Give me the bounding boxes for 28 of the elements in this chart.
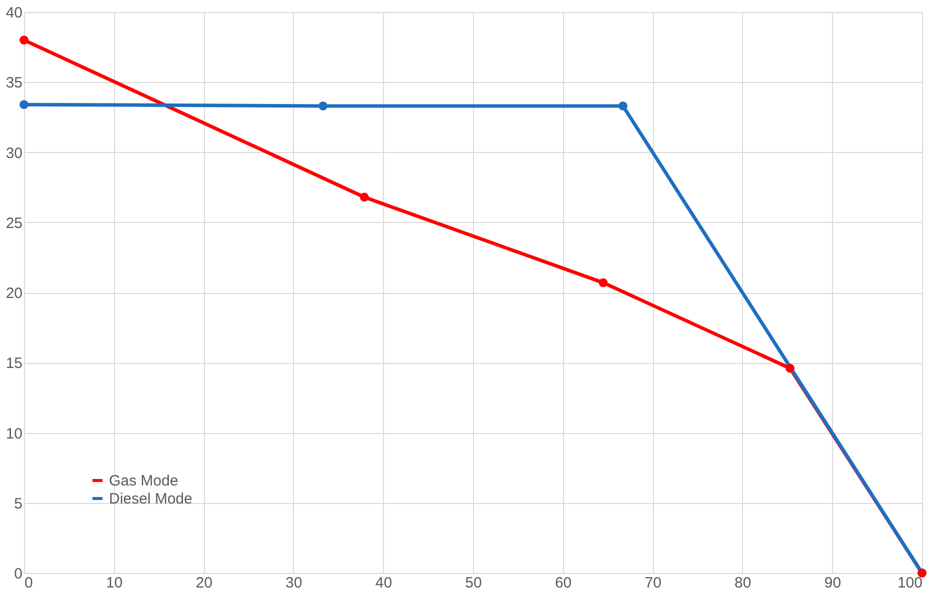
x-tick-label: 20	[196, 574, 212, 592]
y-tick-label: 10	[6, 425, 22, 442]
point	[20, 36, 28, 45]
x-tick-label: 10	[106, 574, 123, 592]
y-tick-label: 40	[6, 4, 22, 22]
point	[360, 192, 369, 202]
x-tick-label: 70	[644, 574, 662, 592]
point	[618, 102, 628, 110]
x-tick-label: 0	[24, 574, 33, 592]
y-tick-label: 20	[6, 285, 22, 302]
y-tick-label: 5	[14, 495, 22, 512]
y-tick-label: 35	[6, 74, 22, 92]
x-tick-label: 90	[824, 574, 842, 592]
x-tick-label: 50	[465, 574, 482, 592]
legend-label: Gas Mode	[109, 472, 178, 490]
y-tick-label: 25	[6, 214, 22, 232]
point	[20, 100, 28, 110]
x-tick-label: 80	[734, 574, 752, 592]
legend-label: Diesel Mode	[109, 490, 192, 508]
y-tick-label: 30	[6, 144, 22, 162]
x-tick-label: 40	[375, 574, 392, 592]
x-tick-label: 30	[286, 574, 302, 592]
x-tick-label: 100	[897, 574, 922, 592]
point	[318, 102, 328, 110]
point	[786, 364, 794, 373]
y-tick-label: 15	[6, 355, 22, 372]
point	[598, 278, 608, 288]
x-tick-label: 60	[554, 574, 572, 592]
